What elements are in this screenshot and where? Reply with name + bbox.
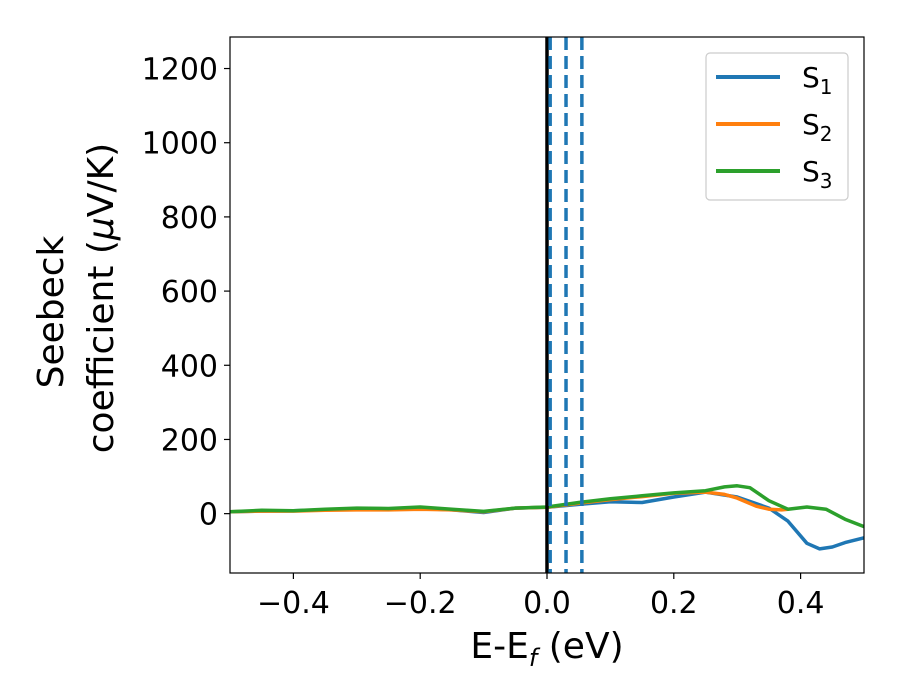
x-axis-label-main: E-E bbox=[470, 626, 528, 667]
legend-label-s3: S3 bbox=[802, 155, 833, 193]
y-tick-label: 1000 bbox=[142, 127, 218, 162]
y-axis-label-line2: coefficient (μV/K) bbox=[81, 143, 122, 453]
series-layer bbox=[230, 484, 864, 551]
x-axis: −0.4 −0.2 0.0 0.2 0.4 bbox=[257, 573, 824, 621]
x-tick-label: −0.2 bbox=[384, 586, 457, 621]
x-tick-label: 0.0 bbox=[523, 586, 571, 621]
y-tick-label: 800 bbox=[161, 201, 218, 236]
x-axis-label-unit: (eV) bbox=[537, 626, 623, 667]
vertical-lines bbox=[545, 37, 584, 573]
y-axis-label-line2-end: V/K) bbox=[81, 143, 122, 217]
legend: S1 S2 S3 bbox=[705, 52, 849, 201]
y-tick-label: 1200 bbox=[142, 53, 218, 88]
x-tick-label: 0.2 bbox=[650, 586, 698, 621]
y-tick-label: 0 bbox=[199, 498, 218, 533]
y-tick-label: 200 bbox=[161, 423, 218, 458]
series-line-s3 bbox=[230, 484, 864, 529]
legend-label-s2: S2 bbox=[802, 108, 833, 146]
legend-box bbox=[705, 52, 849, 201]
y-axis-label-mu: μ bbox=[81, 217, 122, 241]
y-axis-label-line2-start: coefficient ( bbox=[81, 240, 122, 453]
x-axis-label: E-Ef (eV) bbox=[470, 626, 623, 672]
y-tick-label: 400 bbox=[161, 349, 218, 384]
x-tick-label: −0.4 bbox=[257, 586, 330, 621]
legend-label-s1: S1 bbox=[802, 61, 833, 99]
y-tick-label: 600 bbox=[161, 275, 218, 310]
y-axis-label-line1: Seebeck bbox=[31, 235, 72, 388]
y-axis: 0 200 400 600 800 1000 1200 bbox=[142, 53, 230, 533]
x-tick-label: 0.4 bbox=[777, 586, 825, 621]
